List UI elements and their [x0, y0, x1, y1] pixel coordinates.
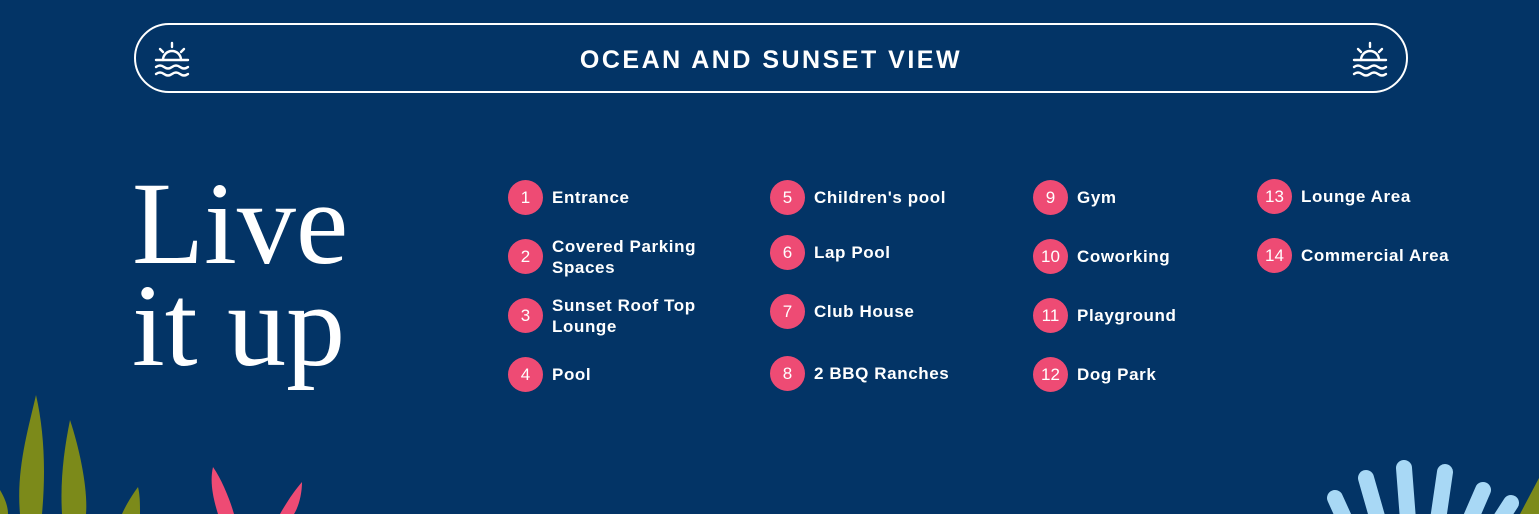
amenity-number-badge: 5	[770, 180, 805, 215]
amenity-item: 5 Children's pool	[770, 180, 946, 215]
amenity-item: 11 Playground	[1033, 298, 1177, 333]
amenity-item: 14 Commercial Area	[1257, 238, 1449, 273]
amenity-label: Lap Pool	[814, 243, 891, 262]
amenity-label: Lounge Area	[1301, 187, 1411, 206]
amenity-item: 13 Lounge Area	[1257, 179, 1411, 214]
amenity-label: Entrance	[552, 188, 630, 207]
amenity-label: Gym	[1077, 188, 1117, 207]
amenity-label: Covered Parking Spaces	[552, 236, 697, 277]
amenity-number-badge: 1	[508, 180, 543, 215]
amenity-number-badge: 2	[508, 239, 543, 274]
amenity-number-badge: 10	[1033, 239, 1068, 274]
amenity-item: 3 Sunset Roof Top Lounge	[508, 296, 712, 336]
amenity-number-badge: 4	[508, 357, 543, 392]
amenity-item: 12 Dog Park	[1033, 357, 1156, 392]
amenity-label: 2 BBQ Ranches	[814, 364, 950, 383]
leaf-decoration	[19, 395, 44, 514]
amenity-number-badge: 3	[508, 298, 543, 333]
amenity-number-badge: 14	[1257, 238, 1292, 273]
headline-line1: Live	[132, 158, 349, 289]
amenity-label: Sunset Roof Top Lounge	[552, 295, 696, 336]
coral-decoration	[1494, 495, 1519, 514]
coral-decoration	[1327, 490, 1352, 514]
amenity-item: 7 Club House	[770, 294, 914, 329]
amenity-label: Playground	[1077, 306, 1177, 325]
leaf-decoration	[61, 420, 87, 514]
amenity-label: Dog Park	[1077, 365, 1157, 384]
amenity-item: 8 2 BBQ Ranches	[770, 356, 949, 391]
amenity-item: 4 Pool	[508, 357, 591, 392]
amenity-number-badge: 12	[1033, 357, 1068, 392]
amenity-item: 1 Entrance	[508, 180, 630, 215]
sunset-ocean-icon	[154, 41, 190, 77]
amenity-item: 10 Coworking	[1033, 239, 1170, 274]
leaf-decoration	[0, 490, 8, 514]
amenity-number-badge: 9	[1033, 180, 1068, 215]
amenity-number-badge: 6	[770, 235, 805, 270]
amenity-label: Coworking	[1077, 247, 1171, 266]
amenity-number-badge: 7	[770, 294, 805, 329]
amenity-number-badge: 13	[1257, 179, 1292, 214]
headline-line2: it up	[132, 260, 346, 391]
coral-decoration	[1463, 482, 1491, 514]
coral-decoration	[1430, 464, 1453, 514]
leaf-decoration	[1520, 478, 1539, 514]
leaf-decoration	[211, 467, 234, 514]
coral-decoration	[1396, 460, 1416, 514]
amenity-label: Commercial Area	[1301, 246, 1450, 265]
amenity-item: 2 Covered Parking Spaces	[508, 237, 712, 277]
amenity-label: Club House	[814, 302, 915, 321]
leaf-decoration	[280, 482, 302, 514]
coral-decoration	[1358, 470, 1385, 514]
amenity-number-badge: 8	[770, 356, 805, 391]
amenity-label: Pool	[552, 365, 592, 384]
leaf-decoration	[122, 487, 140, 514]
amenity-label: Children's pool	[814, 188, 947, 207]
amenity-item: 6 Lap Pool	[770, 235, 891, 270]
amenity-number-badge: 11	[1033, 298, 1068, 333]
sunset-ocean-icon	[1352, 41, 1388, 77]
amenity-item: 9 Gym	[1033, 180, 1117, 215]
banner-title: OCEAN AND SUNSET VIEW	[579, 46, 963, 74]
banner: OCEAN AND SUNSET VIEW	[134, 23, 1408, 93]
